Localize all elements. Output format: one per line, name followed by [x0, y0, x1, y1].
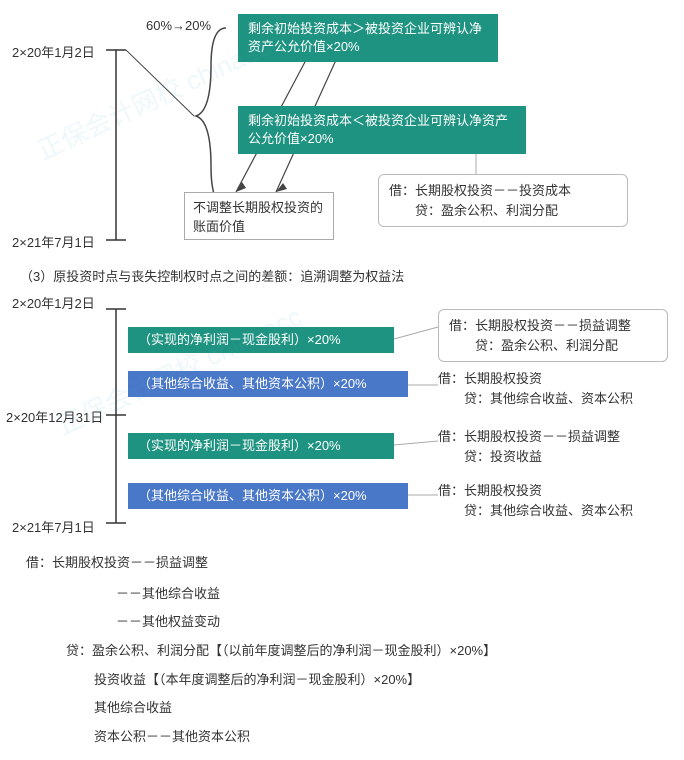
- blue-oci-1: （其他综合收益、其他资本公积）×20%: [128, 371, 408, 397]
- summary-dr3: －－其他权益变动: [116, 610, 678, 635]
- callout3-dr: 借：长期股权投资－－损益调整: [438, 427, 668, 447]
- callout-2: 借：长期股权投资 贷：其他综合收益、资本公积: [438, 369, 668, 408]
- summary-dr1: 借：长期股权投资－－损益调整: [6, 551, 678, 576]
- callout2-cr: 贷：其他综合收益、资本公积: [438, 389, 668, 409]
- timeline-date-bottom-a: 2×21年7月1日: [12, 232, 95, 251]
- callout4-dr: 借：长期股权投资: [438, 481, 668, 501]
- green-box-lt: 剩余初始投资成本＜被投资企业可辨认净资产公允价值×20%: [238, 106, 526, 154]
- callout4-cr: 贷：其他综合收益、资本公积: [438, 501, 668, 521]
- summary-block: 借：长期股权投资－－损益调整 －－其他综合收益 －－其他权益变动 贷：盈余公积、…: [6, 551, 678, 750]
- entry-dr: 借：长期股权投资－－投资成本: [389, 181, 617, 201]
- section-b: 2×20年1月2日 2×20年12月31日 2×21年7月1日 （实现的净利润－…: [6, 291, 678, 541]
- blue-oci-2: （其他综合收益、其他资本公积）×20%: [128, 483, 408, 509]
- entry-callout-a: 借：长期股权投资－－投资成本 贷：盈余公积、利润分配: [378, 174, 628, 227]
- summary-cr3: 其他综合收益: [94, 696, 678, 721]
- no-adjust-box: 不调整长期股权投资的账面价值: [184, 192, 334, 240]
- entry-cr: 贷：盈余公积、利润分配: [389, 201, 617, 221]
- timeline-date-top-a: 2×20年1月2日: [12, 42, 95, 61]
- callout-3: 借：长期股权投资－－损益调整 贷：投资收益: [438, 427, 668, 466]
- callout-1: 借：长期股权投资－－损益调整 贷：盈余公积、利润分配: [438, 309, 668, 362]
- timeline-date-bottom-b: 2×21年7月1日: [12, 517, 95, 536]
- callout3-cr: 贷：投资收益: [438, 447, 668, 467]
- green-pl-2: （实现的净利润－现金股利）×20%: [128, 433, 394, 459]
- green-box-gt: 剩余初始投资成本＞被投资企业可辨认净资产公允价值×20%: [238, 14, 498, 62]
- section-a: 60%→20% 2×20年1月2日 2×21年7月1日 剩余初始投资成本＞被投资…: [6, 6, 678, 260]
- callout1-dr: 借：长期股权投资－－损益调整: [449, 316, 657, 336]
- summary-cr1: 贷：盈余公积、利润分配【（以前年度调整后的净利润－现金股利）×20%】: [66, 639, 678, 664]
- green-pl-1: （实现的净利润－现金股利）×20%: [128, 327, 394, 353]
- timeline-date-top-b: 2×20年1月2日: [12, 293, 95, 312]
- percent-label: 60%→20%: [146, 18, 211, 33]
- timeline-date-mid-b: 2×20年12月31日: [6, 407, 103, 426]
- callout-4: 借：长期股权投资 贷：其他综合收益、资本公积: [438, 481, 668, 520]
- callout2-dr: 借：长期股权投资: [438, 369, 668, 389]
- callout1-cr: 贷：盈余公积、利润分配: [449, 336, 657, 356]
- summary-cr4: 资本公积－－其他资本公积: [94, 725, 678, 750]
- summary-dr2: －－其他综合收益: [116, 582, 678, 607]
- section-b-title: （3）原投资时点与丧失控制权时点之间的差额：追溯调整为权益法: [6, 266, 678, 285]
- summary-cr2: 投资收益【（本年度调整后的净利润－现金股利）×20%】: [94, 668, 678, 693]
